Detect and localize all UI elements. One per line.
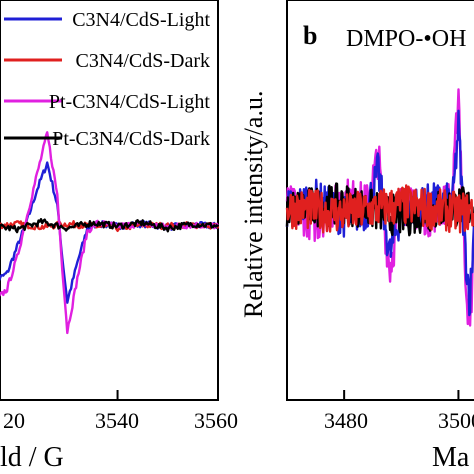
- panel-b-x-tick-label-1: 3500: [438, 408, 474, 433]
- panel-b-x-ticks: 3480 3500: [324, 390, 474, 433]
- panel-a-x-tick-label-1: 3540: [95, 408, 139, 433]
- panel-a-series-2-line: [0, 131, 219, 335]
- panel-a-x-axis-label: ld / G: [0, 442, 64, 473]
- legend-label-0: C3N4/CdS-Light: [72, 9, 210, 31]
- legend-label-1: C3N4/CdS-Dark: [76, 50, 210, 72]
- panel-a-x-tick-label-0: 20: [3, 408, 25, 433]
- panel-b-series-3-line: [285, 184, 474, 234]
- panel-b-traces: [285, 88, 474, 327]
- panel-a-series-0-line: [0, 161, 219, 304]
- panel-a-series-3-line: [0, 218, 219, 234]
- panel-a-frame: [0, 0, 219, 401]
- panel-a-x-tick-label-2: 3560: [194, 408, 238, 433]
- panel-b-annotation: DMPO-•OH: [346, 26, 466, 52]
- panel-a-legend: C3N4/CdS-Light C3N4/CdS-Dark Pt-C3N4/CdS-L…: [4, 9, 210, 150]
- legend-label-2: Pt-C3N4/CdS-Light: [49, 91, 211, 113]
- panel-b: b DMPO-•OH 3480 3500 Relative intensity/a…: [239, 0, 474, 473]
- panel-b-x-axis-label: Ma: [432, 442, 470, 473]
- panel-a-traces: [0, 131, 220, 335]
- panel-a: C3N4/CdS-Light C3N4/CdS-Dark Pt-C3N4/CdS-L…: [0, 0, 238, 473]
- panel-b-x-tick-label-0: 3480: [324, 408, 368, 433]
- legend-label-3: Pt-C3N4/CdS-Dark: [52, 128, 210, 150]
- panel-b-label: b: [303, 21, 317, 50]
- panel-a-x-ticks: 20 3540 3560: [3, 390, 238, 433]
- panel-b-y-axis-label: Relative intensity/a.u.: [239, 91, 268, 318]
